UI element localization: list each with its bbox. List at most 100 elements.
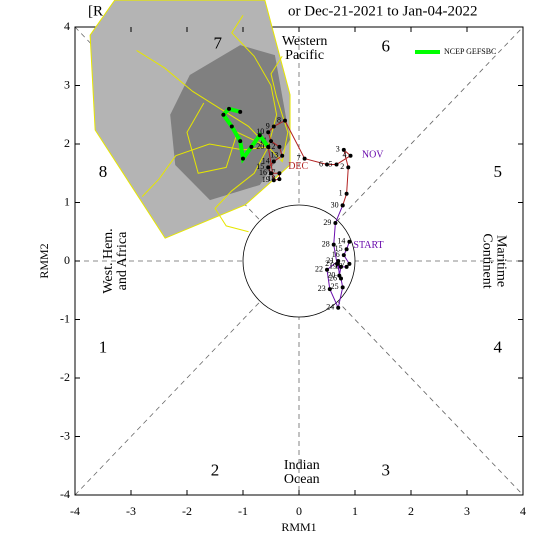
trajectory-point <box>335 261 340 266</box>
trajectory-point <box>325 162 329 167</box>
trajectory-point <box>339 264 343 269</box>
trajectory-point <box>341 253 346 258</box>
x-tick-label: 2 <box>408 504 414 518</box>
day-label: 16 <box>332 250 340 259</box>
day-label: 21 <box>326 256 334 265</box>
chart-title-part: or Dec-21-2021 to Jan-04-2022 <box>288 3 478 19</box>
day-label: 9 <box>266 121 270 130</box>
month-label: DEC <box>288 161 308 172</box>
region-label-line: Indian <box>284 458 320 473</box>
x-tick-label: -3 <box>126 504 136 518</box>
trajectory-point <box>327 287 332 292</box>
day-label: 13 <box>270 151 278 160</box>
region-label-line: West. Hem. <box>101 228 116 293</box>
day-label: 19 <box>329 262 337 271</box>
ensemble-member <box>231 15 278 148</box>
y-tick-label: 3 <box>64 77 70 91</box>
y-tick-label: 4 <box>64 19 70 33</box>
start-label: START <box>353 240 383 251</box>
trajectory-point <box>238 139 243 144</box>
y-tick-label: -3 <box>60 428 70 442</box>
trajectory-point <box>277 144 282 149</box>
trajectory-point <box>241 156 245 161</box>
trajectory-point <box>227 106 231 111</box>
day-label: 29 <box>323 218 331 227</box>
y-tick-label: 0 <box>64 253 70 267</box>
day-label: 24 <box>326 303 334 312</box>
trajectory-point <box>347 239 352 244</box>
phase-label: 4 <box>494 338 503 357</box>
day-label: 10 <box>256 127 264 136</box>
day-label: 8 <box>277 115 281 124</box>
day-label: 28 <box>322 239 330 248</box>
day-label: 17 <box>337 259 345 268</box>
day-label: 22 <box>315 265 323 274</box>
trajectory-point <box>339 276 343 281</box>
phase-label: 1 <box>99 338 108 357</box>
trajectory-point <box>280 153 285 158</box>
trajectory-point <box>238 109 243 114</box>
trajectory-point <box>340 203 345 208</box>
day-label: 2 <box>340 162 344 171</box>
day-label: 4 <box>343 151 347 160</box>
day-label: 17 <box>267 168 275 177</box>
trajectory-point <box>229 124 234 129</box>
day-label: 18 <box>335 262 343 271</box>
day-label: 15 <box>256 162 264 171</box>
trajectory-point <box>336 305 341 310</box>
day-label: 1 <box>339 189 343 198</box>
phase-label: 2 <box>211 461 220 480</box>
y-tick-label: -4 <box>60 487 70 501</box>
day-label: 14 <box>337 237 345 246</box>
day-label: 18 <box>267 174 275 183</box>
trajectory-point <box>340 285 345 290</box>
day-label: 25 <box>331 282 339 291</box>
x-tick-label: 0 <box>296 504 302 518</box>
x-tick-label: 1 <box>352 504 358 518</box>
ensemble-member <box>214 146 269 233</box>
trajectory-point <box>266 144 271 149</box>
day-label: 26 <box>329 273 337 282</box>
day-label: 6 <box>319 159 323 168</box>
phase-label: 6 <box>382 36 391 55</box>
x-tick-label: -1 <box>238 504 248 518</box>
trajectory-point <box>331 242 336 247</box>
day-label: 20 <box>256 142 264 151</box>
trajectory-point <box>249 144 254 149</box>
ensemble-member <box>186 102 269 174</box>
trajectory-point <box>221 112 226 117</box>
region-label-line: Pacific <box>285 48 324 63</box>
day-label: 15 <box>335 244 343 253</box>
region-label: West. Hem. and Africa <box>101 228 130 293</box>
x-tick-label: -2 <box>182 504 192 518</box>
day-label: 19 <box>262 175 270 184</box>
day-label: 27 <box>325 259 333 268</box>
trajectory-point <box>346 165 351 170</box>
phase-label: 7 <box>214 33 223 52</box>
ensemble-member <box>136 49 269 148</box>
day-label: 5 <box>329 159 333 168</box>
trajectory-point <box>266 165 271 170</box>
x-tick-label: 4 <box>520 504 526 518</box>
day-label: 23 <box>318 284 326 293</box>
y-tick-label: 1 <box>64 194 70 208</box>
trajectory-point <box>337 273 342 278</box>
trajectory-point <box>347 261 352 266</box>
day-label: 7 <box>297 153 301 162</box>
trajectory-point <box>348 153 353 158</box>
day-label: 3 <box>336 145 340 154</box>
region-label-line: Ocean <box>284 472 320 487</box>
day-label: 12 <box>267 142 275 151</box>
day-label: 16 <box>259 168 267 177</box>
y-tick-label: -1 <box>60 311 70 325</box>
ensemble-member <box>267 55 289 163</box>
trajectory-point <box>333 220 338 225</box>
region-label-line: and Africa <box>115 231 130 290</box>
trajectory-point <box>344 247 349 252</box>
trajectory-point <box>266 130 271 135</box>
trajectory-point <box>283 118 287 123</box>
x-axis-label: RMM1 <box>281 520 316 534</box>
y-tick-label: -2 <box>60 370 70 384</box>
